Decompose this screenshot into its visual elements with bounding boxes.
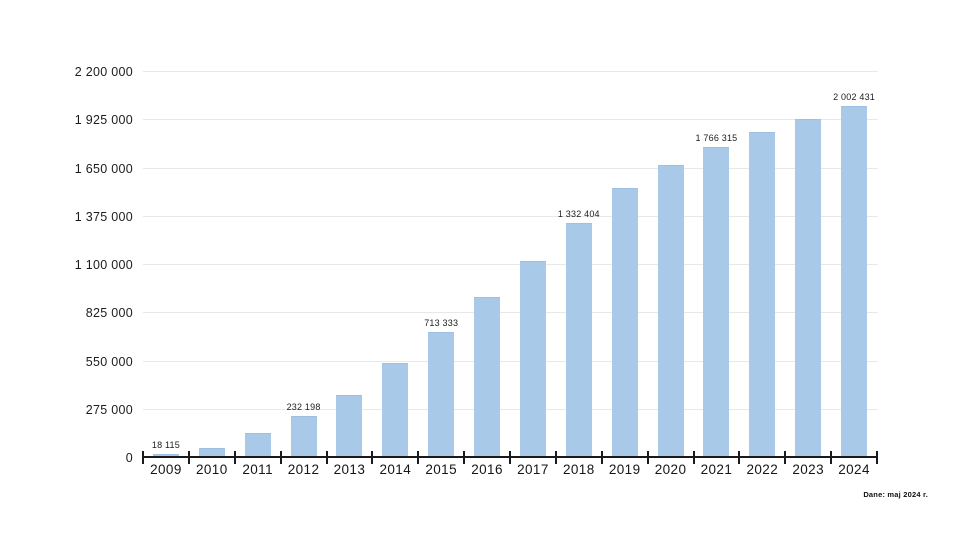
gridline — [143, 71, 878, 72]
x-axis-tick-label: 2017 — [517, 462, 549, 477]
bar-2024 — [841, 106, 868, 458]
bar-2010 — [198, 448, 225, 458]
gridline — [143, 408, 878, 410]
gridline — [143, 360, 878, 362]
bar-value-label: 232 198 — [286, 402, 321, 412]
y-axis-tick-label: 275 000 — [85, 402, 133, 417]
bar-2011 — [244, 433, 271, 458]
x-axis-tick-label: 2012 — [287, 462, 320, 477]
x-axis-line — [143, 456, 878, 458]
y-axis-tick-label: 0 — [125, 451, 133, 465]
x-axis-tick-label: 2010 — [195, 462, 228, 477]
x-axis-tick-label: 2020 — [654, 462, 687, 477]
bar-2018 — [565, 223, 592, 458]
gridline — [143, 119, 878, 121]
gridline — [143, 215, 878, 217]
bar-2012 — [290, 416, 317, 458]
bar-2021 — [703, 147, 730, 458]
bar-2023 — [795, 119, 822, 458]
x-axis-tick-label: 2024 — [838, 462, 870, 477]
gridline — [143, 264, 878, 265]
y-axis-tick-label: 2 200 000 — [74, 65, 133, 79]
bar-value-label: 1 766 315 — [695, 133, 738, 143]
bar-2013 — [336, 395, 363, 458]
gridline — [143, 167, 878, 169]
bar-2015 — [428, 332, 455, 458]
bar-2022 — [749, 132, 776, 458]
y-axis-tick-label: 825 000 — [85, 306, 133, 321]
bar-2019 — [611, 188, 638, 458]
x-axis-tick-label: 2021 — [700, 462, 733, 477]
bar-2014 — [382, 363, 409, 458]
gridline — [143, 312, 878, 314]
y-axis-tick-label: 1 925 000 — [74, 113, 133, 128]
x-axis-tick-label: 2016 — [471, 462, 503, 477]
data-source-note: Dane: maj 2024 r. — [863, 490, 928, 499]
x-axis-tick-label: 2009 — [150, 462, 182, 477]
y-axis-tick-label: 550 000 — [85, 354, 133, 369]
bar-value-label: 713 333 — [424, 318, 459, 328]
bar-value-label: 2 002 431 — [833, 92, 875, 102]
x-axis-tick-label: 2015 — [425, 462, 457, 477]
y-axis-tick-label: 1 650 000 — [74, 161, 133, 176]
x-axis-tick-label: 2014 — [379, 462, 412, 477]
x-axis-tick-label: 2019 — [608, 462, 641, 477]
bar-2017 — [519, 261, 546, 458]
x-axis-tick-label: 2022 — [746, 462, 779, 477]
bar-2016 — [474, 297, 501, 458]
x-axis-tick-label: 2018 — [562, 462, 595, 477]
x-axis-tick-label: 2011 — [242, 462, 273, 477]
x-axis-tick-label: 2013 — [333, 462, 366, 477]
y-axis-tick-label: 1 100 000 — [74, 258, 133, 272]
x-axis-tick-label: 2023 — [792, 462, 824, 477]
bar-2020 — [657, 165, 684, 458]
y-axis-tick-label: 1 375 000 — [74, 209, 133, 224]
bar-value-label: 1 332 404 — [557, 209, 600, 219]
bar-value-label: 18 115 — [151, 440, 180, 450]
